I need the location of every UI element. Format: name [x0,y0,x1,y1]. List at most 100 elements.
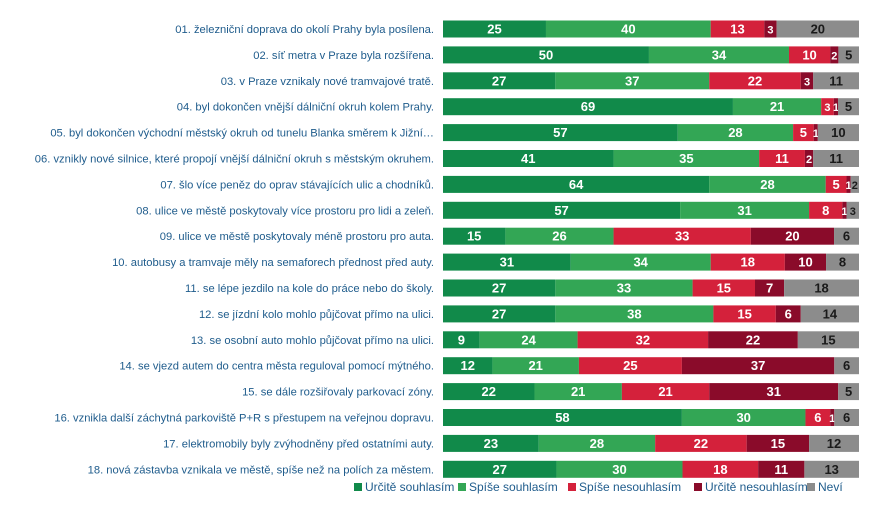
data-label: 1 [813,128,819,140]
data-label: 5 [800,125,807,140]
bar-segment [709,72,801,90]
category-label: 16. vznikla další záchytná parkoviště P+… [54,413,434,425]
data-label: 38 [627,306,641,321]
data-label: 10 [831,125,845,140]
bar-segment [443,124,678,142]
bar-segment [846,175,851,193]
data-label: 5 [845,384,852,399]
bar-segment [443,227,506,245]
category-label: 08. ulice ve městě poskytovaly více pros… [136,205,434,217]
bar-segment [755,279,785,297]
data-label: 21 [571,384,585,399]
data-label: 22 [694,436,708,451]
bar-segment [613,227,751,245]
bar-segment [709,175,826,193]
bar-segment [677,124,794,142]
data-label: 50 [539,47,553,62]
bar-segment [621,383,710,401]
bar-segment [809,201,843,219]
bar-segment [655,434,747,452]
data-label: 3 [824,102,830,114]
bar-segment [784,253,827,271]
data-label: 64 [569,177,584,192]
bar-segment [709,383,839,401]
bar-segment [850,175,859,193]
bar-segment [813,72,859,90]
data-label: 30 [736,410,750,425]
data-label: 15 [771,436,785,451]
data-label: 25 [623,358,637,373]
data-label: 22 [748,73,762,88]
data-label: 41 [521,151,535,166]
legend-swatch [354,483,362,491]
legend-swatch [694,483,702,491]
data-label: 30 [612,462,626,477]
bar-segment [443,175,710,193]
bar-segment [837,98,859,116]
data-label: 14 [823,306,838,321]
category-label: 11. se lépe jezdilo na kole do práce neb… [185,283,434,295]
data-label: 3 [804,76,810,88]
bar-segment [443,357,493,375]
bar-segment [555,279,693,297]
bar-segment [682,460,759,478]
bar-segment [838,46,859,64]
data-label: 21 [528,358,542,373]
category-label: 06. vznikly nové silnice, které propojí … [35,154,434,166]
category-label: 15. se dále rozšiřovaly parkovací zóny. [242,387,434,399]
bar-segment [710,20,765,38]
data-label: 12 [827,436,841,451]
legend-label: Určitě nesouhlasím [705,480,808,494]
bar-segment [797,331,859,349]
category-label: 10. autobusy a tramvaje měly na semafore… [112,257,434,269]
bar-segment [681,409,806,426]
bar-segment [479,331,578,349]
bar-segment [680,201,810,219]
bar-segment [443,150,614,167]
data-label: 8 [822,203,829,218]
data-label: 31 [766,384,780,399]
bar-segment [443,201,681,219]
bar-segment [578,357,682,375]
bar-segment [776,20,859,38]
bar-segment [775,305,801,323]
data-label: 11 [775,151,789,166]
bar-segment [764,20,777,38]
data-label: 6 [814,410,821,425]
data-label: 13 [730,22,744,37]
data-label: 5 [833,177,840,192]
data-label: 57 [554,203,568,218]
data-label: 3 [850,206,856,218]
data-label: 28 [760,177,774,192]
data-label: 31 [737,203,751,218]
bar-segment [834,357,859,375]
data-label: 2 [831,50,837,62]
data-label: 18 [814,281,828,296]
bar-segment [710,253,785,271]
bar-segment [648,46,789,64]
bar-segment [846,201,859,219]
data-label: 37 [751,358,765,373]
bar-segment [443,305,556,323]
bar-segment [830,409,835,426]
legend-swatch [458,483,466,491]
data-label: 15 [821,332,835,347]
data-label: 24 [521,332,536,347]
data-label: 18 [741,255,755,270]
data-label: 7 [766,281,773,296]
category-label: 07. šlo více peněz do oprav stávajících … [160,179,434,191]
bar-segment [809,434,859,452]
data-label: 20 [811,22,825,37]
data-label: 6 [843,358,850,373]
bar-segment [443,279,556,297]
bar-segment [804,150,814,167]
legend-swatch [807,483,815,491]
bar-segment [842,201,847,219]
bar-segment [555,305,714,323]
data-label: 22 [482,384,496,399]
bar-segment [804,460,859,478]
bar-segment [443,383,535,401]
bar-segment [834,227,859,245]
bar-segment [443,460,557,478]
